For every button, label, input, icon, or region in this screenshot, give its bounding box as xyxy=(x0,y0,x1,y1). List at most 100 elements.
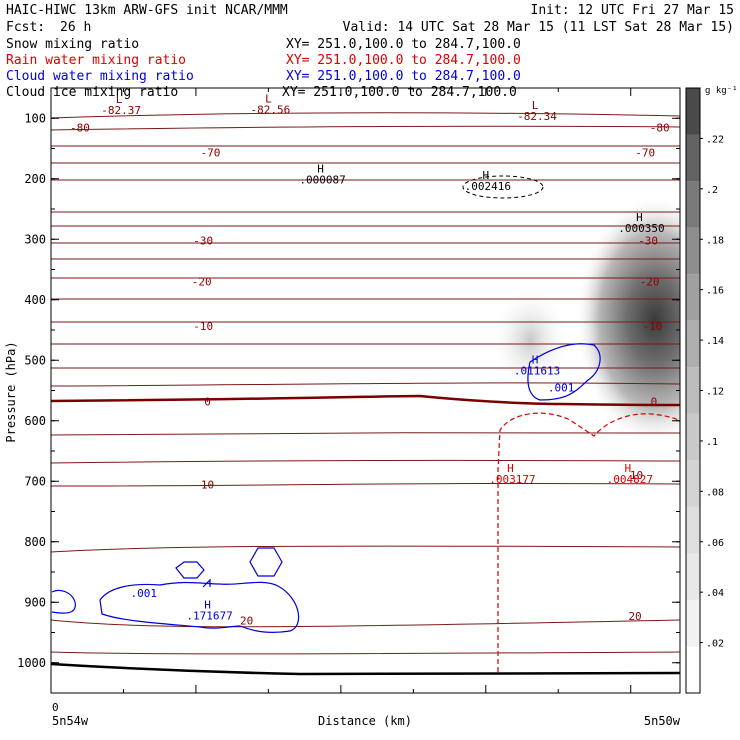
isotherm-label: 0 xyxy=(204,395,211,408)
cloud-water-contours xyxy=(51,343,601,633)
extremum-symbol: H xyxy=(625,462,632,475)
rain-water-contour xyxy=(497,412,680,672)
extremum-symbol: L xyxy=(532,99,539,112)
header-fcst-value: 26 h xyxy=(60,20,91,35)
extremum-value: -82.34 xyxy=(517,110,557,123)
colorbar-swatch xyxy=(686,134,700,182)
cloud-water-contour-low xyxy=(99,581,300,633)
contour-labels: .001 .001 xyxy=(131,381,575,600)
colorbar: .02 .04 .06 .08 .1 .12 .14 .16 .18 .2 .22 xyxy=(685,87,724,694)
isotherm-line xyxy=(51,459,680,464)
colorbar-swatch xyxy=(686,413,700,461)
extremum-symbol: H xyxy=(636,211,643,224)
extremum-value: .004827 xyxy=(607,473,653,486)
y-tick-label: 900 xyxy=(24,595,46,609)
cloud-water-hex-1 xyxy=(175,561,205,579)
isotherm-line xyxy=(51,545,680,553)
header-init: Init: 12 UTC Fri 27 Mar 15 xyxy=(531,3,735,18)
contour-label: .001 xyxy=(548,381,575,394)
x-right-label: 5n50w xyxy=(644,714,681,728)
header-title: HAIC-HIWC 13km ARW-GFS init NCAR/MMM xyxy=(6,3,288,18)
colorbar-tick-label: .02 xyxy=(706,639,724,650)
isotherm-label: 10 xyxy=(201,478,214,491)
colorbar-tick-label: .16 xyxy=(706,286,724,297)
extremum-symbol: L xyxy=(265,93,272,106)
isotherm-label: 10 xyxy=(630,469,643,482)
extremum-symbol: L xyxy=(116,93,123,106)
colorbar-swatch xyxy=(686,181,700,228)
colorbar-tick-label: .1 xyxy=(706,437,718,448)
y-tick-label: 500 xyxy=(24,353,46,367)
field-xy: XY= 251.0,100.0 to 284.7,100.0 xyxy=(286,37,521,52)
colorbar-swatch xyxy=(686,274,700,321)
extremum-symbol: H xyxy=(507,462,514,475)
cloud-water-contour-notch xyxy=(202,578,211,588)
extremum-symbol: H xyxy=(482,169,489,182)
isotherm-label: -10 xyxy=(643,320,663,333)
cloud-water-contour-left xyxy=(51,589,76,614)
isotherm-line xyxy=(51,112,680,119)
colorbar-tick-label: .04 xyxy=(706,588,724,599)
isotherm-line xyxy=(51,125,680,131)
y-tick-label: 700 xyxy=(24,474,46,488)
shading-core-right xyxy=(575,195,680,445)
colorbar-swatch xyxy=(686,320,700,368)
field-name: Rain water mixing ratio xyxy=(6,53,186,68)
isotherm-label: 0 xyxy=(651,395,658,408)
extrema-labels: L-82.37L-82.56 L-82.34H.000087 H.002416H.0… xyxy=(101,93,664,623)
y-axis-title: Pressure (hPa) xyxy=(4,341,18,442)
y-tick-label: 300 xyxy=(24,232,46,246)
contour-label: .001 xyxy=(131,587,158,600)
field-xy: XY= 251.0,100.0 to 284.7,100.0 xyxy=(286,69,521,84)
isotherm-line xyxy=(51,394,680,407)
y-tick-label: 400 xyxy=(24,293,46,307)
field-name: Cloud water mixing ratio xyxy=(6,69,194,84)
field-name: Snow mixing ratio xyxy=(6,37,139,52)
colorbar-tick-label: .14 xyxy=(706,336,724,347)
colorbar-swatch xyxy=(686,646,700,693)
isotherm-label: -10 xyxy=(193,320,213,333)
isotherm-label: -70 xyxy=(200,147,220,160)
snow-contour xyxy=(462,175,544,199)
extremum-value: .002416 xyxy=(465,180,511,193)
colorbar-swatch xyxy=(686,599,700,647)
colorbar-swatch xyxy=(686,460,700,507)
field-xy: XY= 251.0,100.0 to 284.7,100.0 xyxy=(286,53,521,68)
extremum-value: .000087 xyxy=(299,174,345,187)
x-left-label: 5n54w xyxy=(52,714,89,728)
isotherm-label: -70 xyxy=(635,147,655,160)
colorbar-swatch xyxy=(686,88,700,135)
x-axis xyxy=(50,88,632,693)
cloud-water-hex-2 xyxy=(249,547,283,577)
isotherm-line xyxy=(51,382,680,387)
isotherm-label: -80 xyxy=(650,121,670,134)
y-tick-label: 1000 xyxy=(17,656,46,670)
isotherm-label: -30 xyxy=(193,234,213,247)
extremum-value: -82.37 xyxy=(101,104,141,117)
x-axis-title: Distance (km) xyxy=(318,714,412,728)
extremum-value: .171677 xyxy=(186,609,232,622)
colorbar-tick-label: .08 xyxy=(706,487,724,498)
y-tick-label: 600 xyxy=(24,414,46,428)
field-name: Cloud ice mixing ratio xyxy=(6,85,178,100)
colorbar-tick-label: .12 xyxy=(706,387,724,398)
field-list: Snow mixing ratio XY= 251.0,100.0 to 284.… xyxy=(6,37,521,100)
isotherm-label: -20 xyxy=(192,276,212,289)
isotherm-lines xyxy=(51,112,680,676)
isotherm-line xyxy=(51,432,680,436)
extremum-symbol: H xyxy=(532,353,539,366)
colorbar-swatch xyxy=(686,506,700,554)
extremum-value: .000350 xyxy=(618,222,664,235)
colorbar-unit: g kg⁻¹ xyxy=(705,86,738,96)
isotherm-line xyxy=(51,619,680,628)
colorbar-swatch xyxy=(686,227,700,275)
isotherm-label: 20 xyxy=(240,614,253,627)
extremum-symbol: H xyxy=(317,163,324,176)
x-origin-label: 0 xyxy=(52,701,59,714)
extremum-symbol: H xyxy=(204,598,211,611)
colorbar-tick-label: .06 xyxy=(706,538,724,549)
isotherm-labels: -80 -80 -70 -70 -30 -30 -20 -20 -10 -10 0 0 10 10 20 20 xyxy=(70,121,670,627)
isotherm-label: 20 xyxy=(628,610,641,623)
extremum-value: -82.56 xyxy=(251,104,291,117)
